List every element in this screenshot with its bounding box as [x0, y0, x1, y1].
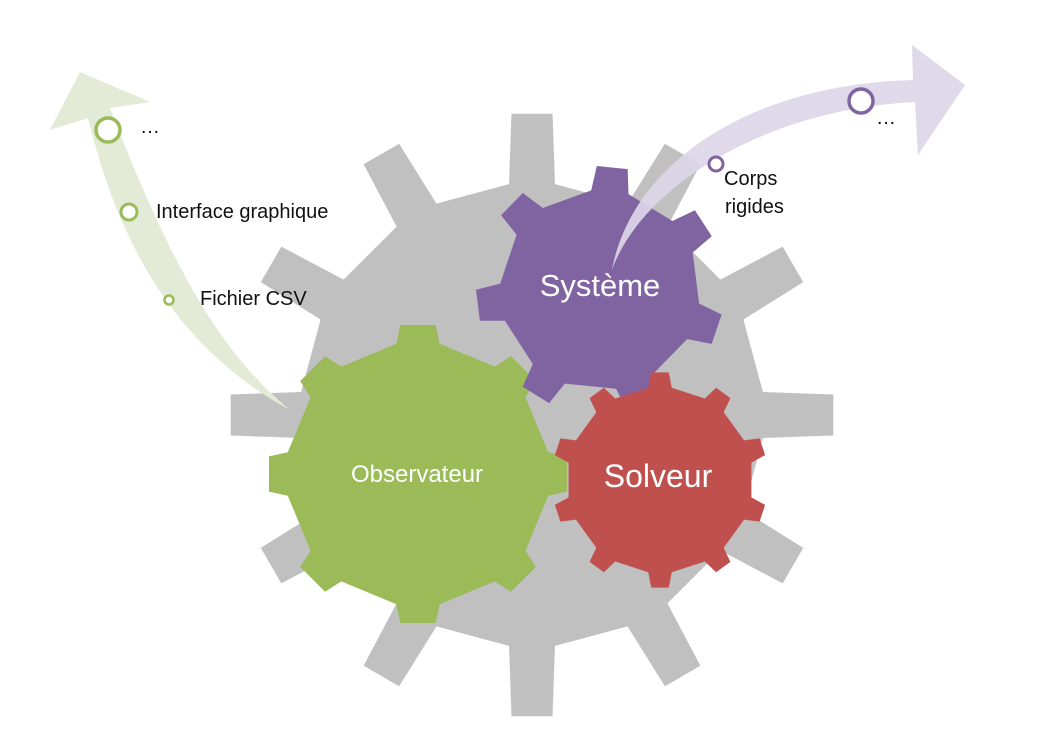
systeme-gear[interactable]: [476, 166, 722, 411]
purple-item-more: …: [876, 107, 896, 129]
green-marker-large: [94, 116, 122, 144]
solveur-gear[interactable]: [554, 372, 766, 588]
purple-item-corps: Corps: [724, 168, 777, 190]
observateur-gear[interactable]: [269, 325, 567, 623]
purple-marker-large: [847, 87, 875, 115]
green-item-fichier-csv: Fichier CSV: [200, 288, 307, 310]
green-arrow: [50, 72, 290, 410]
observateur-label: Observateur: [351, 461, 483, 488]
green-marker-medium: [119, 202, 139, 222]
systeme-label: Système: [540, 268, 661, 303]
purple-item-rigides: rigides: [725, 196, 784, 218]
green-marker-small: [163, 294, 175, 306]
solveur-label: Solveur: [604, 458, 713, 494]
green-item-more: …: [140, 116, 160, 138]
purple-marker-small: [707, 155, 725, 173]
purple-arrow: [612, 45, 965, 270]
green-item-interface-graphique: Interface graphique: [156, 201, 328, 223]
